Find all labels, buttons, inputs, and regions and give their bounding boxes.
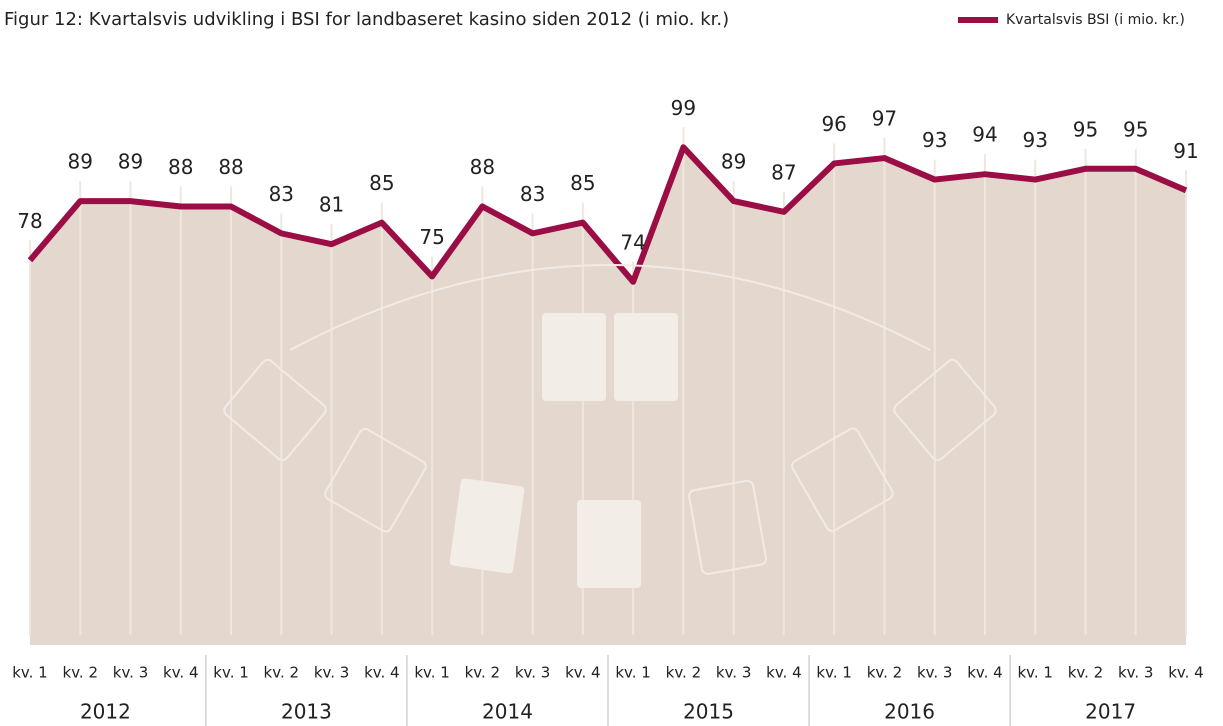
value-label: 99 <box>671 96 696 120</box>
x-tick-label: kv. 3 <box>314 664 349 682</box>
x-tick-label: kv. 2 <box>867 664 902 682</box>
x-tick-label: kv. 1 <box>816 664 851 682</box>
table-arc <box>289 264 931 351</box>
value-label: 95 <box>1073 117 1098 141</box>
x-tick-label: kv. 1 <box>1017 664 1052 682</box>
year-label: 2016 <box>884 700 935 724</box>
x-tick-label: kv. 1 <box>414 664 449 682</box>
x-tick-label: kv. 4 <box>565 664 600 682</box>
x-tick-label: kv. 1 <box>12 664 47 682</box>
x-tick-label: kv. 3 <box>917 664 952 682</box>
x-tick-label: kv. 3 <box>716 664 751 682</box>
line <box>27 144 1188 285</box>
area <box>30 147 1186 645</box>
x-tick-label: kv. 4 <box>967 664 1002 682</box>
x-tick-label: kv. 2 <box>465 664 500 682</box>
x-tick-label: kv. 4 <box>766 664 801 682</box>
year-label: 2012 <box>80 700 131 724</box>
value-label: 83 <box>520 182 545 206</box>
x-tick-label: kv. 2 <box>264 664 299 682</box>
year-label: 2014 <box>482 700 533 724</box>
value-label: 89 <box>721 150 746 174</box>
value-label: 89 <box>118 150 143 174</box>
value-label: 93 <box>1022 128 1047 152</box>
value-label: 87 <box>771 160 796 184</box>
x-tick-label: kv. 2 <box>666 664 701 682</box>
value-label: 88 <box>168 155 193 179</box>
year-label: 2013 <box>281 700 332 724</box>
card-spot <box>893 358 997 462</box>
value-label: 94 <box>972 123 997 147</box>
card-spot <box>688 479 768 575</box>
value-label: 97 <box>872 107 897 131</box>
card-spot <box>791 427 894 532</box>
value-label: 74 <box>620 230 645 254</box>
card <box>614 313 678 401</box>
x-tick-label: kv. 2 <box>1068 664 1103 682</box>
value-label: 95 <box>1123 117 1148 141</box>
value-label: 88 <box>470 155 495 179</box>
card-spot <box>324 428 427 533</box>
value-label: 83 <box>269 182 294 206</box>
card <box>449 478 525 574</box>
value-label: 78 <box>17 209 42 233</box>
x-tick-label: kv. 4 <box>163 664 198 682</box>
card <box>577 500 641 588</box>
x-tick-label: kv. 3 <box>515 664 550 682</box>
card-spot <box>223 358 327 462</box>
value-label: 81 <box>319 193 344 217</box>
card <box>542 313 606 401</box>
value-label: 96 <box>821 112 846 136</box>
x-tick-label: kv. 3 <box>1118 664 1153 682</box>
year-label: 2017 <box>1085 700 1136 724</box>
plot <box>27 127 1188 645</box>
value-label: 75 <box>419 225 444 249</box>
value-label: 85 <box>570 171 595 195</box>
table-decoration <box>223 264 997 588</box>
value-label: 89 <box>68 150 93 174</box>
x-tick-label: kv. 4 <box>364 664 399 682</box>
x-tick-label: kv. 2 <box>63 664 98 682</box>
year-label: 2015 <box>683 700 734 724</box>
value-label: 91 <box>1173 139 1198 163</box>
x-tick-label: kv. 1 <box>615 664 650 682</box>
x-tick-label: kv. 3 <box>113 664 148 682</box>
legend-label: Kvartalsvis BSI (i mio. kr.) <box>1006 12 1185 28</box>
value-label: 85 <box>369 171 394 195</box>
value-label: 93 <box>922 128 947 152</box>
x-tick-label: kv. 1 <box>213 664 248 682</box>
chart-title: Figur 12: Kvartalsvis udvikling i BSI fo… <box>4 9 729 30</box>
legend-swatch <box>958 17 998 23</box>
x-tick-label: kv. 4 <box>1168 664 1203 682</box>
value-label: 88 <box>218 155 243 179</box>
